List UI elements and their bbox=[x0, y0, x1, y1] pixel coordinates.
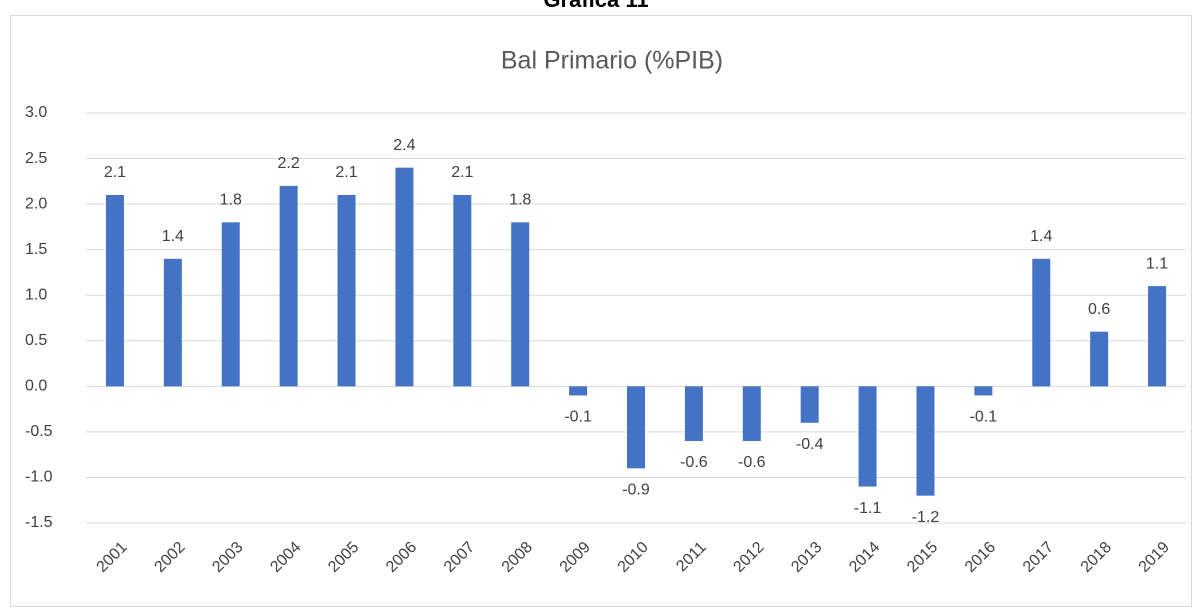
value-label: 2.2 bbox=[278, 155, 300, 172]
bar bbox=[337, 195, 356, 387]
bar bbox=[279, 185, 298, 387]
value-label: -1.1 bbox=[854, 500, 882, 517]
value-label: -0.1 bbox=[970, 409, 998, 426]
y-tick-label: 0.0 bbox=[25, 378, 47, 395]
value-label: 1.4 bbox=[1030, 228, 1052, 245]
y-tick-label: -0.5 bbox=[25, 423, 53, 440]
bar bbox=[221, 222, 240, 387]
bar bbox=[163, 258, 182, 387]
y-tick-label: 2.0 bbox=[25, 195, 47, 212]
y-tick-label: -1.5 bbox=[25, 514, 53, 531]
y-tick-label: 0.5 bbox=[25, 332, 47, 349]
value-label: 1.1 bbox=[1146, 255, 1168, 272]
value-label: -1.2 bbox=[912, 509, 940, 526]
value-label: -0.6 bbox=[680, 454, 708, 471]
value-label: 2.1 bbox=[104, 164, 126, 181]
value-label: -0.4 bbox=[796, 436, 824, 453]
value-label: 0.6 bbox=[1088, 301, 1110, 318]
bar bbox=[569, 386, 588, 396]
value-label: 2.1 bbox=[451, 164, 473, 181]
bar bbox=[800, 386, 819, 423]
y-tick-label: 1.0 bbox=[25, 286, 47, 303]
chart-title: Bal Primario (%PIB) bbox=[501, 47, 723, 75]
y-tick-label: -1.0 bbox=[25, 469, 53, 486]
chart-border bbox=[10, 15, 1192, 607]
value-label: 2.1 bbox=[335, 164, 357, 181]
value-label: 1.8 bbox=[220, 192, 242, 209]
heading: Gráfica 11 bbox=[543, 0, 648, 12]
y-tick-label: 1.5 bbox=[25, 241, 47, 258]
y-tick-label: 3.0 bbox=[25, 104, 47, 121]
value-label: 1.8 bbox=[509, 192, 531, 209]
bar bbox=[858, 386, 877, 487]
bar bbox=[974, 386, 993, 396]
value-label: -0.1 bbox=[564, 409, 592, 426]
bar bbox=[1032, 258, 1051, 387]
bar bbox=[511, 222, 530, 387]
bar bbox=[916, 386, 935, 496]
bar bbox=[1148, 286, 1167, 387]
value-label: 1.4 bbox=[162, 228, 184, 245]
bar bbox=[684, 386, 703, 441]
bar bbox=[742, 386, 761, 441]
bar bbox=[453, 195, 472, 387]
bar bbox=[627, 386, 645, 469]
value-label: -0.6 bbox=[738, 454, 766, 471]
y-tick-label: 2.5 bbox=[25, 150, 47, 167]
bar bbox=[395, 167, 414, 387]
bar bbox=[105, 195, 124, 387]
bar bbox=[1090, 331, 1109, 387]
value-label: -0.9 bbox=[622, 482, 650, 499]
value-label: 2.4 bbox=[393, 137, 415, 154]
